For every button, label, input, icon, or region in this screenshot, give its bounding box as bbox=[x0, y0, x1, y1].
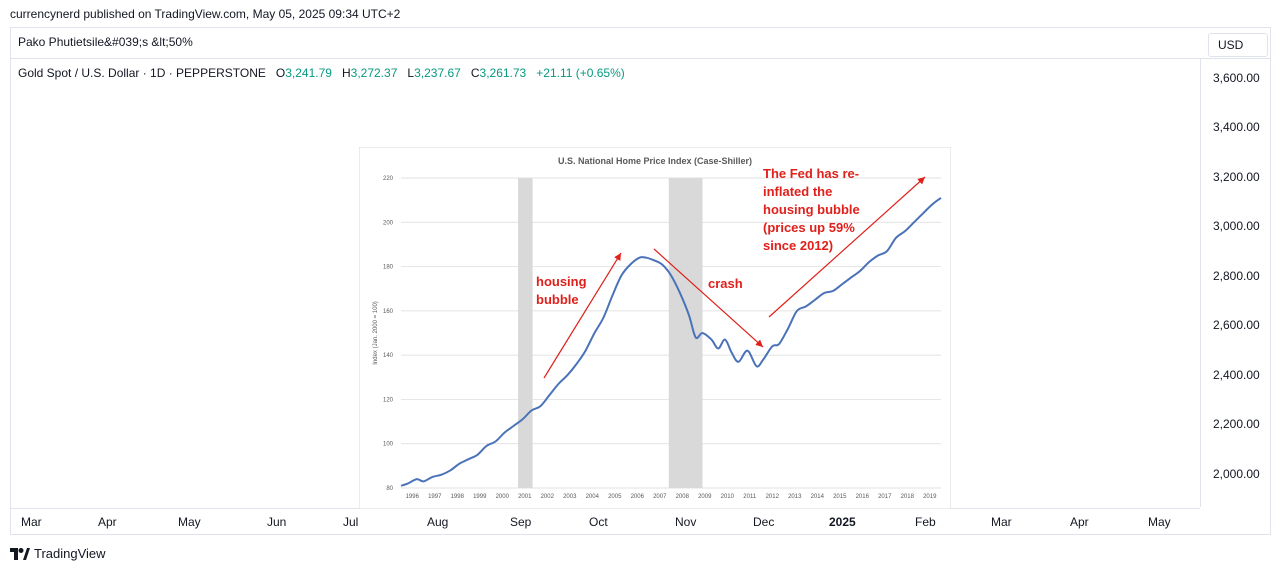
time-label: Dec bbox=[753, 515, 775, 529]
time-label: Aug bbox=[427, 515, 449, 529]
open-label: O bbox=[275, 66, 286, 80]
x-tick-label: 2010 bbox=[721, 494, 735, 500]
crash-arrow bbox=[653, 248, 764, 348]
annotation-crash: crash bbox=[708, 276, 743, 291]
low-label: L bbox=[407, 66, 415, 80]
y-tick-label: 180 bbox=[383, 265, 394, 271]
recession-band bbox=[668, 178, 703, 488]
annotation-fed-line5: since 2012) bbox=[763, 238, 833, 253]
time-label: Apr bbox=[1070, 515, 1089, 529]
x-tick-label: 2013 bbox=[788, 494, 802, 500]
time-label: Jun bbox=[267, 515, 287, 529]
tradingview-logo[interactable]: TradingView bbox=[10, 546, 106, 561]
annotation-fed-line3: housing bubble bbox=[763, 202, 860, 217]
x-tick-label: 2015 bbox=[833, 494, 847, 500]
price-axis[interactable] bbox=[1200, 59, 1201, 507]
time-label: Nov bbox=[675, 515, 697, 529]
time-label: 2025 bbox=[829, 515, 856, 529]
indicator-name[interactable]: Pako Phutietsile&#039;s &lt;50% bbox=[18, 35, 193, 49]
time-label: Oct bbox=[589, 515, 608, 529]
x-tick-label: 2014 bbox=[811, 494, 825, 500]
price-label: 3,400.00 bbox=[1213, 120, 1260, 134]
recession-band bbox=[518, 178, 533, 488]
close-label: C bbox=[470, 66, 480, 80]
high-label: H bbox=[341, 66, 351, 80]
x-tick-label: 2005 bbox=[608, 494, 622, 500]
high-value: 3,272.37 bbox=[350, 66, 398, 80]
time-label: Mar bbox=[991, 515, 1012, 529]
published-line: currencynerd published on TradingView.co… bbox=[10, 7, 401, 21]
x-tick-label: 2011 bbox=[743, 494, 757, 500]
price-label: 2,600.00 bbox=[1213, 318, 1260, 332]
annotation-bubble: bubble bbox=[536, 292, 579, 307]
x-tick-label: 2000 bbox=[496, 494, 510, 500]
time-label: Apr bbox=[98, 515, 117, 529]
low-value: 3,237.67 bbox=[414, 66, 461, 80]
price-label: 3,600.00 bbox=[1213, 71, 1260, 85]
y-tick-label: 100 bbox=[383, 442, 394, 448]
x-tick-label: 2009 bbox=[698, 494, 712, 500]
x-tick-label: 2018 bbox=[901, 494, 915, 500]
chart-pane[interactable] bbox=[10, 27, 1271, 535]
x-tick-label: 2002 bbox=[541, 494, 555, 500]
x-tick-label: 1996 bbox=[406, 494, 420, 500]
case-shiller-image: U.S. National Home Price Index (Case-Shi… bbox=[358, 146, 952, 514]
price-label: 3,200.00 bbox=[1213, 170, 1260, 184]
inset-frame bbox=[358, 146, 952, 510]
symbol-legend[interactable]: Gold Spot / U.S. Dollar · 1D · PEPPERSTO… bbox=[18, 66, 625, 80]
y-axis-label: Index (Jan. 2000 = 100) bbox=[373, 301, 379, 365]
y-tick-label: 220 bbox=[383, 176, 394, 182]
open-value: 3,241.79 bbox=[285, 66, 332, 80]
time-label: Mar bbox=[21, 515, 42, 529]
close-value: 3,261.73 bbox=[479, 66, 527, 80]
x-tick-label: 2003 bbox=[563, 494, 577, 500]
change-value: +21.11 (+0.65%) bbox=[536, 66, 625, 80]
time-label: May bbox=[1148, 515, 1171, 529]
reinflation-arrow bbox=[768, 176, 926, 318]
x-tick-label: 2006 bbox=[631, 494, 645, 500]
time-label: Jul bbox=[343, 515, 359, 529]
x-tick-label: 1997 bbox=[428, 494, 442, 500]
y-tick-label: 140 bbox=[383, 353, 394, 359]
annotation-fed-line2: inflated the bbox=[763, 184, 832, 199]
price-label: 3,000.00 bbox=[1213, 219, 1260, 233]
symbol-title: Gold Spot / U.S. Dollar · 1D · PEPPERSTO… bbox=[18, 66, 266, 80]
y-tick-label: 80 bbox=[386, 486, 393, 492]
home-price-line bbox=[400, 197, 942, 487]
price-label: 2,200.00 bbox=[1213, 417, 1260, 431]
x-tick-label: 2001 bbox=[518, 494, 532, 500]
y-tick-label: 200 bbox=[383, 220, 394, 226]
y-tick-label: 120 bbox=[383, 397, 394, 403]
x-tick-label: 2016 bbox=[856, 494, 870, 500]
x-tick-label: 2004 bbox=[586, 494, 600, 500]
price-label: 2,800.00 bbox=[1213, 269, 1260, 283]
annotation-housing: housing bbox=[536, 274, 587, 289]
time-label: May bbox=[178, 515, 201, 529]
x-tick-label: 1999 bbox=[473, 494, 487, 500]
currency-button[interactable]: USD bbox=[1208, 33, 1268, 57]
pane-separator bbox=[11, 58, 1270, 59]
annotation-fed-line4: (prices up 59% bbox=[763, 220, 855, 235]
time-label: Sep bbox=[510, 515, 532, 529]
tradingview-logo-icon bbox=[10, 547, 30, 560]
x-tick-label: 1998 bbox=[451, 494, 465, 500]
case-shiller-chart: U.S. National Home Price Index (Case-Shi… bbox=[358, 146, 952, 510]
x-tick-label: 2012 bbox=[766, 494, 780, 500]
tradingview-brand: TradingView bbox=[34, 546, 106, 561]
x-tick-label: 2008 bbox=[676, 494, 690, 500]
x-tick-label: 2017 bbox=[878, 494, 892, 500]
price-label: 2,400.00 bbox=[1213, 368, 1260, 382]
x-tick-label: 2007 bbox=[653, 494, 667, 500]
bubble-arrow bbox=[543, 252, 622, 379]
time-label: Feb bbox=[915, 515, 936, 529]
inset-title: U.S. National Home Price Index (Case-Shi… bbox=[558, 156, 752, 166]
annotation-fed-line1: The Fed has re- bbox=[763, 166, 859, 181]
y-tick-label: 160 bbox=[383, 309, 394, 315]
x-tick-label: 2019 bbox=[923, 494, 937, 500]
price-label: 2,000.00 bbox=[1213, 467, 1260, 481]
